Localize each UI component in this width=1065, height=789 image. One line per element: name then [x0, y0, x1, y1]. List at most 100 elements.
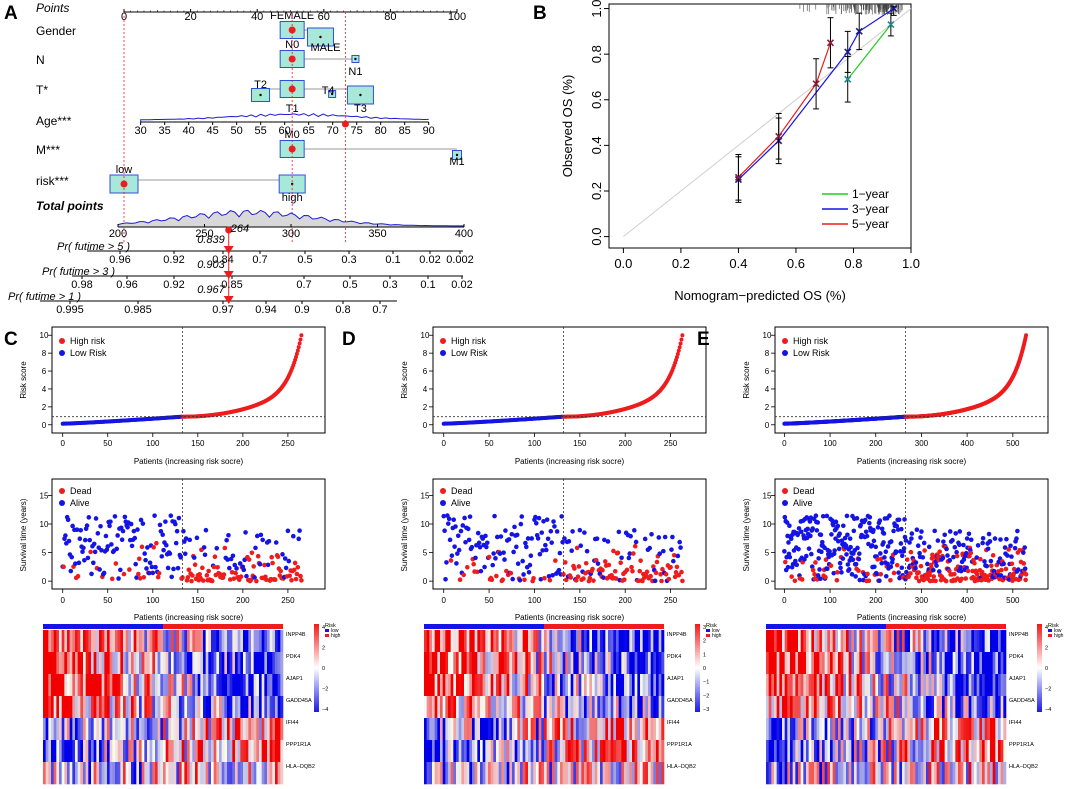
risk-y-tick-label: 10 [763, 331, 772, 340]
heatmap-cell [824, 762, 828, 785]
heatmap-cell [541, 762, 545, 785]
heatmap-cell [91, 762, 94, 785]
heatmap-cell [123, 718, 126, 741]
heatmap-cell [1003, 674, 1007, 697]
heatmap-cell [232, 762, 236, 785]
heatmap-cell [779, 674, 783, 697]
heatmap-cell [168, 696, 172, 719]
survival-point [455, 533, 461, 539]
heatmap-cell [59, 696, 62, 719]
survival-point [176, 515, 182, 521]
heatmap-cell [891, 762, 895, 785]
heatmap-cell [75, 696, 78, 719]
heatmap-cell [512, 762, 515, 785]
heatmap-cell [899, 630, 903, 653]
heatmap-cell [776, 674, 780, 697]
heatmap-cell [560, 652, 563, 675]
survival-point [931, 567, 936, 573]
heatmap-cell [926, 652, 929, 675]
survival-point [657, 551, 663, 557]
survival-point [150, 570, 156, 576]
heatmap-cell [787, 674, 791, 697]
heatmap-cell [923, 762, 927, 785]
age-tick-label: 80 [375, 125, 387, 137]
heatmap-cell [480, 652, 483, 675]
survival-y-tick-label: 5 [423, 549, 428, 558]
heatmap-cell [237, 740, 241, 763]
heatmap-cell [554, 652, 558, 675]
heatmap-cell [653, 762, 657, 785]
survival-point [483, 533, 488, 539]
survival-point [476, 540, 482, 546]
heatmap-cell [485, 674, 489, 697]
heatmap-cell [792, 740, 796, 763]
heatmap-cell [653, 630, 657, 653]
heatmap-cell [429, 652, 433, 675]
heatmap-cell [982, 696, 985, 719]
survival-point [294, 571, 300, 577]
heatmap-cell [656, 630, 659, 653]
heatmap-cell [139, 762, 142, 785]
survival-point [907, 540, 912, 545]
heatmap-cell [243, 696, 246, 719]
survival-point [587, 575, 593, 581]
heatmap-cell [488, 718, 491, 741]
heatmap-cell [456, 740, 459, 763]
survival-point [678, 545, 683, 550]
heatmap-cell [658, 740, 662, 763]
plot-frame [608, 3, 912, 249]
heatmap-cell [469, 740, 473, 763]
heatmap-cell [157, 652, 161, 675]
heatmap-cell [888, 630, 892, 653]
survival-point [519, 514, 525, 519]
heatmap-cell [872, 740, 876, 763]
nomogram-variable-label: risk*** [36, 174, 69, 188]
survival-point [879, 526, 885, 532]
survival-point [964, 536, 970, 541]
heatmap-cell [814, 674, 817, 697]
heatmap-cell [173, 696, 177, 719]
heatmap-cell [525, 652, 529, 675]
heatmap-cell [485, 696, 489, 719]
heatmap-cell [838, 630, 841, 653]
heatmap-cell [533, 630, 537, 653]
heatmap-cell [536, 696, 539, 719]
heatmap-risk-legend-title: Risk [1048, 623, 1059, 629]
risk-legend-label-high: High risk [793, 336, 829, 346]
heatmap-cell [883, 674, 887, 697]
total-tick-label: 250 [195, 228, 213, 240]
survival-point [266, 538, 272, 544]
survival-point [275, 554, 281, 560]
survival-point [890, 556, 895, 562]
survival-point [858, 522, 863, 528]
heatmap-cell [432, 696, 435, 719]
risk-point [678, 341, 683, 346]
heatmap-gene-label: GADD45A [667, 698, 693, 704]
heatmap-cell [133, 652, 137, 675]
heatmap-cell [824, 718, 828, 741]
probability-tick-label: 0.1 [385, 254, 400, 266]
heatmap-cell [115, 762, 118, 785]
survival-point [551, 519, 556, 524]
survival-point [538, 576, 544, 582]
heatmap-cell [870, 762, 873, 785]
heatmap-cell [168, 652, 172, 675]
heatmap-cell [971, 718, 975, 741]
heatmap-cell [485, 652, 489, 675]
heatmap-cell [573, 762, 577, 785]
heatmap-cell [998, 740, 1001, 763]
survival-plot-frame [774, 478, 1049, 590]
heatmap-cell [197, 740, 201, 763]
heatmap-cell [253, 696, 257, 719]
survival-point [540, 548, 545, 553]
survival-point [215, 565, 220, 570]
heatmap-cell [181, 652, 185, 675]
survival-y-tick-label: 10 [40, 520, 49, 529]
survival-point [663, 571, 669, 577]
heatmap-cell [445, 652, 449, 675]
heatmap-cell [923, 718, 927, 741]
heatmap-cell [568, 762, 571, 785]
heatmap-cell [472, 740, 475, 763]
risk-x-tick-label: 150 [573, 439, 587, 448]
heatmap-cell [584, 652, 587, 675]
